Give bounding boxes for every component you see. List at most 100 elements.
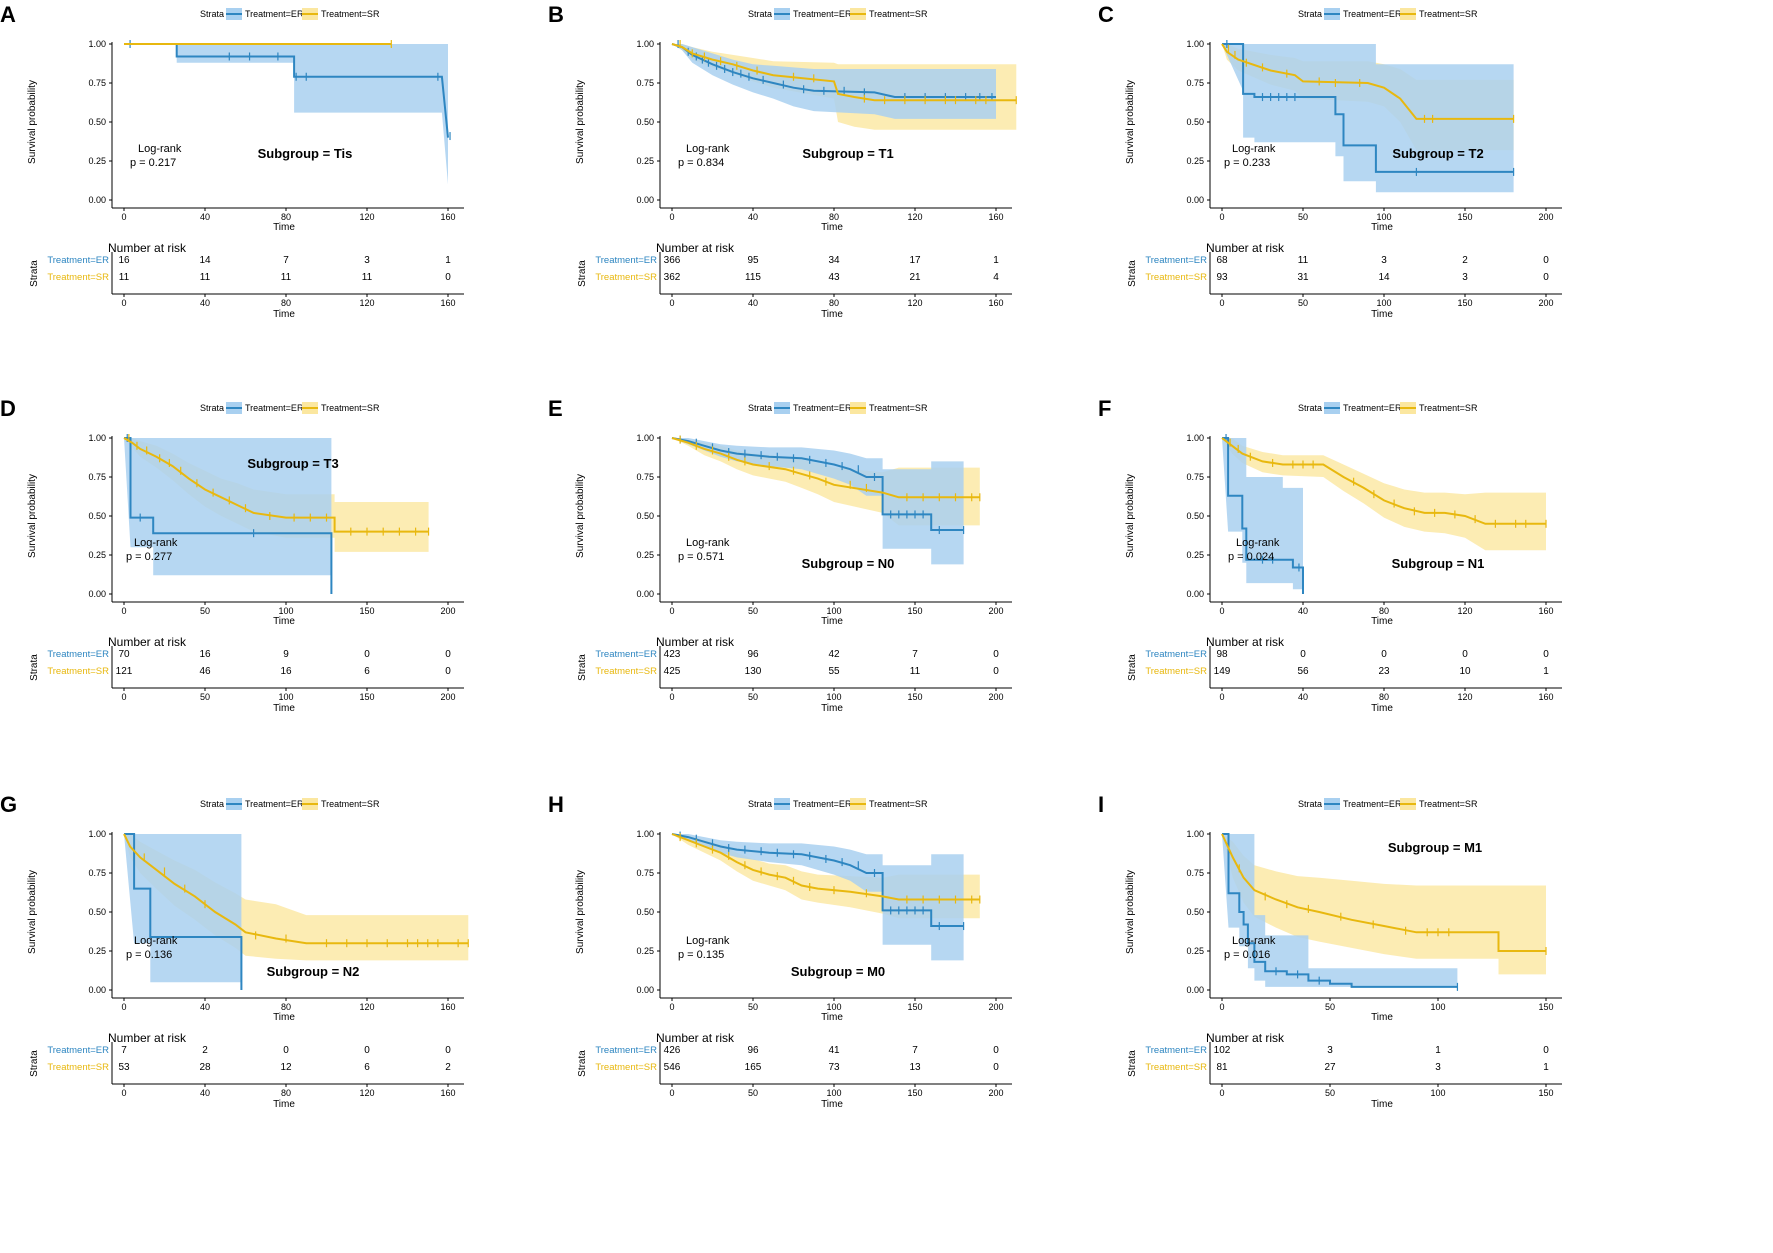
y-tick-label: 0.25 <box>636 946 654 956</box>
legend-sr-label: Treatment=SR <box>869 9 928 19</box>
risk-x-tick-label: 160 <box>440 298 455 308</box>
x-tick-label: 100 <box>826 1002 841 1012</box>
risk-row-label-sr: Treatment=SR <box>595 272 657 283</box>
x-tick-label: 120 <box>359 212 374 222</box>
risk-x-tick-label: 80 <box>829 298 839 308</box>
risk-count: 3 <box>364 255 370 266</box>
risk-x-title: Time <box>273 703 295 714</box>
risk-count: 2 <box>445 1062 451 1073</box>
er-survival-curve <box>1222 43 1514 173</box>
y-tick-label: 1.00 <box>636 829 654 839</box>
legend-sr-label: Treatment=SR <box>869 799 928 809</box>
y-tick-label: 0.50 <box>1186 117 1204 127</box>
x-axis-title: Time <box>273 1012 295 1023</box>
y-tick-label: 0.75 <box>1186 78 1204 88</box>
y-tick-label: 1.00 <box>1186 829 1204 839</box>
risk-x-tick-label: 160 <box>440 1088 455 1098</box>
risk-y-title: Strata <box>577 260 588 287</box>
risk-count: 0 <box>1543 1045 1549 1056</box>
risk-count: 17 <box>909 255 921 266</box>
y-tick-label: 1.00 <box>88 39 106 49</box>
panel-i: I Strata Treatment=ER Treatment=SR 0.00 0.25 0… <box>1098 790 1658 1200</box>
km-plot-f: F Strata Treatment=ER Treatment=SR0.000.250… <box>1098 396 1562 714</box>
legend: Strata Treatment=ER Treatment=SR <box>1298 8 1478 20</box>
risk-count: 121 <box>116 666 133 677</box>
legend: Strata Treatment=ER Treatment=SR <box>1298 798 1478 810</box>
y-tick-label: 0.50 <box>88 511 106 521</box>
risk-row-label-sr: Treatment=SR <box>595 666 657 677</box>
x-tick-label: 200 <box>440 606 455 616</box>
risk-count: 115 <box>745 272 761 283</box>
y-tick-label: 0.75 <box>636 78 654 88</box>
legend-sr-label: Treatment=SR <box>869 403 928 413</box>
risk-x-tick-label: 150 <box>359 692 374 702</box>
risk-count: 0 <box>993 1062 999 1073</box>
er-ci-band <box>124 438 332 576</box>
legend: Strata Treatment=ER Treatment=SR <box>200 798 380 810</box>
x-tick-label: 150 <box>907 606 922 616</box>
legend-sr-label: Treatment=SR <box>1419 799 1478 809</box>
risk-count: 21 <box>909 272 921 283</box>
risk-count: 34 <box>828 255 840 266</box>
x-tick-label: 120 <box>907 212 922 222</box>
risk-count: 0 <box>1543 272 1549 283</box>
km-plot-a: A Strata Treatment=ER Treatment=SR0.000.250… <box>0 2 464 320</box>
risk-count: 366 <box>664 255 681 266</box>
legend: Strata Treatment=ER Treatment=SR <box>1298 402 1478 414</box>
risk-x-tick-label: 0 <box>1219 692 1224 702</box>
risk-row-label-sr: Treatment=SR <box>1145 272 1207 283</box>
logrank-label: Log-rank <box>134 935 178 947</box>
y-tick-label: 0.75 <box>88 472 106 482</box>
x-tick-label: 160 <box>440 1002 455 1012</box>
legend-er-label: Treatment=ER <box>1343 799 1402 809</box>
y-tick-label: 0.50 <box>88 907 106 917</box>
risk-count: 0 <box>1300 649 1306 660</box>
risk-count: 31 <box>1297 272 1309 283</box>
risk-row-label-sr: Treatment=SR <box>47 666 109 677</box>
legend-sr-label: Treatment=SR <box>1419 403 1478 413</box>
y-tick-label: 0.00 <box>1186 195 1204 205</box>
risk-table-title: Number at risk <box>1206 241 1285 255</box>
p-value: p = 0.024 <box>1228 551 1274 563</box>
risk-count: 98 <box>1216 649 1228 660</box>
risk-x-title: Time <box>821 703 843 714</box>
y-tick-label: 1.00 <box>636 39 654 49</box>
x-tick-label: 0 <box>669 606 674 616</box>
y-tick-label: 0.50 <box>636 907 654 917</box>
er-ci-band <box>672 834 964 961</box>
risk-x-title: Time <box>1371 1099 1393 1110</box>
risk-x-tick-label: 100 <box>1430 1088 1445 1098</box>
y-tick-label: 0.50 <box>636 117 654 127</box>
risk-count: 73 <box>828 1062 840 1073</box>
risk-count: 11 <box>362 272 373 283</box>
risk-row-label-er: Treatment=ER <box>1145 255 1207 266</box>
panel-e: E Strata Treatment=ER Treatment=SR 0.00 0.25 0… <box>548 394 1108 804</box>
subgroup-label: Subgroup = T3 <box>247 456 338 471</box>
y-tick-label: 0.25 <box>1186 946 1204 956</box>
logrank-label: Log-rank <box>1236 537 1280 549</box>
risk-count: 0 <box>993 649 999 660</box>
x-tick-label: 0 <box>121 212 126 222</box>
risk-x-tick-label: 0 <box>121 1088 126 1098</box>
er-survival-curve <box>1222 833 1458 988</box>
risk-table: Number at risk Strata Treatment=ER Treatmen… <box>1127 1031 1562 1110</box>
y-tick-label: 0.25 <box>88 156 106 166</box>
risk-count: 165 <box>745 1062 762 1073</box>
risk-x-tick-label: 0 <box>1219 1088 1224 1098</box>
er-ci-band <box>1222 44 1514 193</box>
risk-count: 0 <box>1543 649 1549 660</box>
legend-title: Strata <box>200 9 224 19</box>
subgroup-label: Subgroup = M0 <box>791 964 885 979</box>
y-tick-label: 0.00 <box>88 985 106 995</box>
risk-x-tick-label: 120 <box>907 298 922 308</box>
x-tick-label: 200 <box>988 606 1003 616</box>
legend-er-label: Treatment=ER <box>793 799 852 809</box>
x-tick-label: 50 <box>1298 212 1308 222</box>
sr-survival-curve <box>671 437 980 499</box>
risk-x-tick-label: 160 <box>988 298 1003 308</box>
risk-x-tick-label: 120 <box>359 1088 374 1098</box>
risk-x-tick-label: 40 <box>1298 692 1308 702</box>
legend-er-label: Treatment=ER <box>245 9 304 19</box>
legend-er-label: Treatment=ER <box>1343 403 1402 413</box>
risk-table-title: Number at risk <box>656 241 735 255</box>
